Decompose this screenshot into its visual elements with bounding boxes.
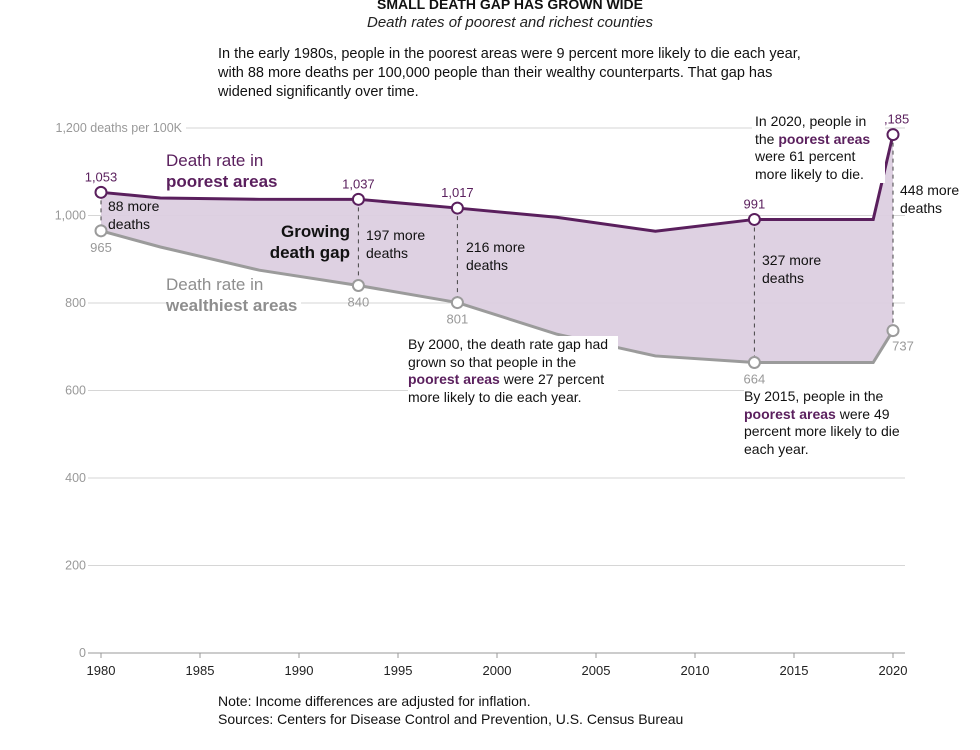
poorest-series-label: Death rate in poorest areas <box>166 150 278 192</box>
wealthiest-series-label: Death rate in wealthiest areas <box>166 274 302 316</box>
poorest-point <box>351 192 365 206</box>
wealthiest-line <box>100 229 895 364</box>
x-tick-label: 2010 <box>681 663 710 678</box>
intro-text: In the early 1980s, people in the poores… <box>218 46 801 100</box>
gap-title: Growing death gap <box>268 221 350 263</box>
x-tick-label: 2000 <box>483 663 512 678</box>
annotation-2015-post: were 49 percent more likely to die each … <box>744 405 900 457</box>
poorest-label-line2: poorest areas <box>166 172 278 191</box>
y-tick-label: 1,200 deaths per 100K <box>56 121 183 135</box>
y-tick-label: 1,000 <box>55 209 86 223</box>
gap-label-2020: 448 more deaths <box>900 182 960 216</box>
gap-label-1993: 197 more deaths <box>366 227 426 261</box>
note-text: Note: Income differences are adjusted fo… <box>218 693 531 709</box>
annotation-2015: By 2015, people in the poorest areas wer… <box>744 388 909 458</box>
poorest-point <box>450 201 464 215</box>
annotation-2015-pre: By 2015, people in the <box>744 388 884 404</box>
wealthiest-value-label: 840 <box>348 295 370 310</box>
wealthiest-value-label: 965 <box>90 240 112 255</box>
x-tick-label: 2020 <box>879 663 908 678</box>
annotation-2020: In 2020, people in the poorest areas wer… <box>752 113 885 183</box>
gap-title-line2: death gap <box>269 243 350 262</box>
wealthiest-value-label: 737 <box>892 339 914 354</box>
wealthiest-point <box>747 356 761 369</box>
annotation-2000: By 2000, the death rate gap had grown so… <box>408 336 618 406</box>
poorest-value-label: 1,037 <box>342 176 375 191</box>
poorest-point <box>747 212 761 226</box>
annotation-2020-pre: In 2020, people in the <box>755 113 867 147</box>
wealthiest-label-line2: wealthiest areas <box>166 295 302 316</box>
annotation-2000-pre: By 2000, the death rate gap had grown so… <box>408 336 609 370</box>
gap-label-2013: 327 more deaths <box>762 252 822 286</box>
annotation-2015-bold: poorest areas <box>744 405 836 422</box>
poorest-value-label: 1,017 <box>441 185 474 200</box>
annotation-2000-post: were 27 percent more likely to die each … <box>408 371 605 405</box>
poorest-point <box>886 128 900 142</box>
wealthiest-point <box>351 279 365 292</box>
y-tick-label: 600 <box>65 384 86 398</box>
x-tick-label: 1980 <box>87 663 116 678</box>
chart-subtitle: Death rates of poorest and richest count… <box>367 14 653 31</box>
poorest-line <box>100 134 895 233</box>
wealthiest-point <box>94 224 108 238</box>
y-tick-label: 400 <box>65 471 86 485</box>
poorest-value-label: 1,053 <box>85 169 118 184</box>
y-tick-label: 200 <box>65 559 86 573</box>
notes: Note: Income differences are adjusted fo… <box>218 692 683 728</box>
poorest-value-label: 991 <box>744 196 766 211</box>
sources-text: Sources: Centers for Disease Control and… <box>218 711 684 727</box>
x-tick-label: 1995 <box>384 663 413 678</box>
gap-label-1998: 216 more deaths <box>466 239 526 273</box>
y-tick-label: 800 <box>65 296 86 310</box>
y-tick-label: 0 <box>79 646 86 660</box>
x-tick-label: 2015 <box>780 663 809 678</box>
wealthiest-point <box>886 324 900 338</box>
gap-label-1980: 88 more deaths <box>108 198 160 232</box>
poorest-point <box>94 185 108 199</box>
wealthiest-point <box>450 296 464 310</box>
gap-title-line1: Growing <box>281 222 350 241</box>
annotation-2020-bold: poorest areas <box>778 130 871 147</box>
x-tick-label: 2005 <box>582 663 611 678</box>
annotation-2020-post: were 61 percent more likely to die. <box>755 148 864 182</box>
gap-area <box>101 134 893 363</box>
x-tick-label: 1990 <box>285 663 314 678</box>
poorest-label-line1: Death rate in <box>166 151 264 170</box>
wealthiest-value-label: 801 <box>447 312 469 327</box>
x-tick-label: 1985 <box>186 663 215 678</box>
chart-title: SMALL DEATH GAP HAS GROWN WIDE <box>377 0 643 12</box>
wealthiest-label-line1: Death rate in <box>166 275 264 294</box>
wealthiest-value-label: 664 <box>744 372 766 387</box>
annotation-2000-bold: poorest areas <box>408 371 500 387</box>
